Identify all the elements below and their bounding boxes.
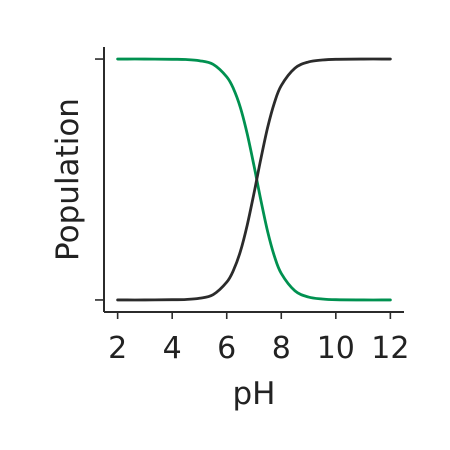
y-axis-label: Population xyxy=(50,98,86,261)
x-tick-label: 8 xyxy=(272,331,291,366)
axes xyxy=(103,47,404,313)
series-line-green xyxy=(116,57,392,302)
x-axis-label: pH xyxy=(233,376,276,412)
curves xyxy=(116,57,392,302)
series-line-black xyxy=(116,57,392,302)
x-tick-label: 10 xyxy=(317,331,355,366)
x-ticks: 2 4 6 8 10 12 xyxy=(108,312,409,366)
x-tick-label: 2 xyxy=(108,331,127,366)
x-tick-label: 4 xyxy=(163,331,182,366)
y-ticks xyxy=(95,58,104,301)
x-tick-label: 12 xyxy=(371,331,409,366)
x-tick-label: 6 xyxy=(217,331,236,366)
